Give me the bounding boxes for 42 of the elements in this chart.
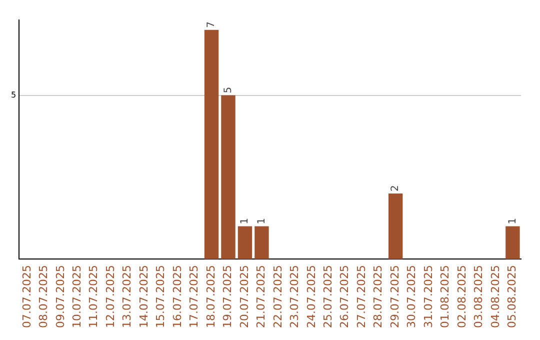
x-tick-label: 16.07.2025 <box>170 265 184 328</box>
bar <box>221 95 236 260</box>
data-label: 1 <box>240 218 251 224</box>
data-label: 5 <box>222 86 234 94</box>
x-tick-label: 12.07.2025 <box>104 265 117 328</box>
x-tick-label: 25.07.2025 <box>322 265 334 328</box>
data-label: 1 <box>256 218 268 224</box>
x-tick-label: 09.07.2025 <box>54 265 67 328</box>
x-tick-label: 20.07.2025 <box>238 265 251 328</box>
x-tick-label: 22.07.2025 <box>271 265 284 328</box>
x-tick-label: 15.07.2025 <box>154 265 168 328</box>
x-tick-label: 23.07.2025 <box>288 265 302 328</box>
x-tick-label: 07.07.2025 <box>20 265 34 328</box>
x-tick-label: 21.07.2025 <box>254 265 268 328</box>
x-tick-label: 29.07.2025 <box>388 265 402 328</box>
bar <box>204 30 219 260</box>
x-tick-label: 08.07.2025 <box>37 265 50 328</box>
bar <box>254 226 269 260</box>
x-tick-label: 26.07.2025 <box>338 265 352 328</box>
data-label: 1 <box>507 218 518 224</box>
data-label: 7 <box>206 21 218 28</box>
x-tick-label: 30.07.2025 <box>405 265 418 328</box>
x-tick-label: 01.08.2025 <box>438 265 452 328</box>
x-tick-label: 19.07.2025 <box>221 265 234 328</box>
x-tick-label: 04.08.2025 <box>488 265 502 328</box>
x-tick-label: 18.07.2025 <box>204 265 218 328</box>
x-tick-label: 03.08.2025 <box>472 265 486 328</box>
bar <box>238 226 252 260</box>
x-tick-label: 13.07.2025 <box>120 265 134 328</box>
x-tick-label: 24.07.2025 <box>304 265 318 328</box>
x-tick-label: 17.07.2025 <box>188 265 201 328</box>
x-tick-label: 28.07.2025 <box>372 265 385 328</box>
x-tick-label: 02.08.2025 <box>455 265 468 328</box>
x-tick-label: 14.07.2025 <box>137 265 150 328</box>
x-tick-label: 31.07.2025 <box>422 265 435 328</box>
x-tick-label: 11.07.2025 <box>87 265 100 328</box>
x-tick-label: 05.08.2025 <box>506 265 519 328</box>
x-tick-label: 10.07.2025 <box>70 265 84 328</box>
bar <box>388 194 403 260</box>
bar <box>506 226 520 260</box>
data-label: 2 <box>390 185 402 192</box>
x-tick-label: 27.07.2025 <box>354 265 368 328</box>
